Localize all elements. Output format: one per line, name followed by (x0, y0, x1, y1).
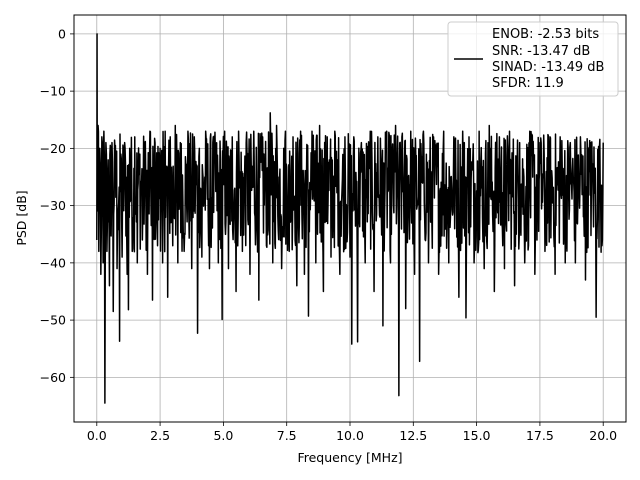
legend-entry-sinad: SINAD: -13.49 dB (492, 60, 604, 75)
legend-entry-enob: ENOB: -2.53 bits (492, 27, 599, 42)
y-axis-title: PSD [dB] (14, 190, 29, 245)
y-tick-label: −10 (40, 84, 66, 99)
legend-entry-sfdr: SFDR: 11.9 (492, 76, 564, 91)
y-tick-label: −20 (40, 141, 66, 156)
y-tick-label: −40 (40, 255, 66, 270)
x-tick-label: 15.0 (463, 428, 491, 443)
plot-area (96, 33, 604, 404)
y-tick-label: 0 (58, 26, 66, 41)
psd-trace-line (96, 33, 604, 404)
legend: ENOB: -2.53 bits SNR: -13.47 dB SINAD: -… (447, 21, 619, 97)
x-tick-label: 17.5 (526, 428, 554, 443)
x-tick-label: 20.0 (589, 428, 617, 443)
x-tick-label: 5.0 (213, 428, 233, 443)
x-tick-label: 12.5 (399, 428, 427, 443)
x-axis-title: Frequency [MHz] (297, 450, 402, 465)
x-axis-ticks: 0.0 2.5 5.0 7.5 10.0 12.5 15.0 17.5 20.0 (87, 422, 617, 443)
y-tick-label: −60 (40, 370, 66, 385)
x-tick-label: 7.5 (277, 428, 297, 443)
y-axis-ticks: 0 −10 −20 −30 −40 −50 −60 (40, 26, 74, 385)
y-tick-label: −30 (40, 198, 66, 213)
x-tick-label: 2.5 (150, 428, 170, 443)
x-tick-label: 10.0 (336, 428, 364, 443)
x-tick-label: 0.0 (87, 428, 107, 443)
legend-entry-snr: SNR: -13.47 dB (492, 44, 590, 59)
legend-box (447, 21, 619, 97)
y-tick-label: −50 (40, 313, 66, 328)
